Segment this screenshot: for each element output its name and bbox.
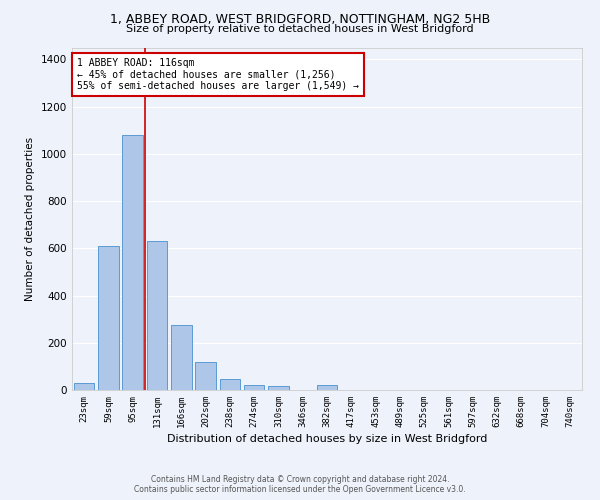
- Bar: [244, 386, 265, 390]
- Bar: [195, 362, 216, 390]
- Text: Size of property relative to detached houses in West Bridgford: Size of property relative to detached ho…: [126, 24, 474, 34]
- Bar: [74, 383, 94, 390]
- Bar: [317, 386, 337, 390]
- Bar: [122, 135, 143, 390]
- Bar: [268, 386, 289, 390]
- Bar: [171, 325, 191, 390]
- Text: 1 ABBEY ROAD: 116sqm
← 45% of detached houses are smaller (1,256)
55% of semi-de: 1 ABBEY ROAD: 116sqm ← 45% of detached h…: [77, 58, 359, 91]
- Y-axis label: Number of detached properties: Number of detached properties: [25, 136, 35, 301]
- Bar: [146, 241, 167, 390]
- Bar: [220, 378, 240, 390]
- Bar: [98, 246, 119, 390]
- Text: Contains HM Land Registry data © Crown copyright and database right 2024.
Contai: Contains HM Land Registry data © Crown c…: [134, 474, 466, 494]
- X-axis label: Distribution of detached houses by size in West Bridgford: Distribution of detached houses by size …: [167, 434, 487, 444]
- Text: 1, ABBEY ROAD, WEST BRIDGFORD, NOTTINGHAM, NG2 5HB: 1, ABBEY ROAD, WEST BRIDGFORD, NOTTINGHA…: [110, 12, 490, 26]
